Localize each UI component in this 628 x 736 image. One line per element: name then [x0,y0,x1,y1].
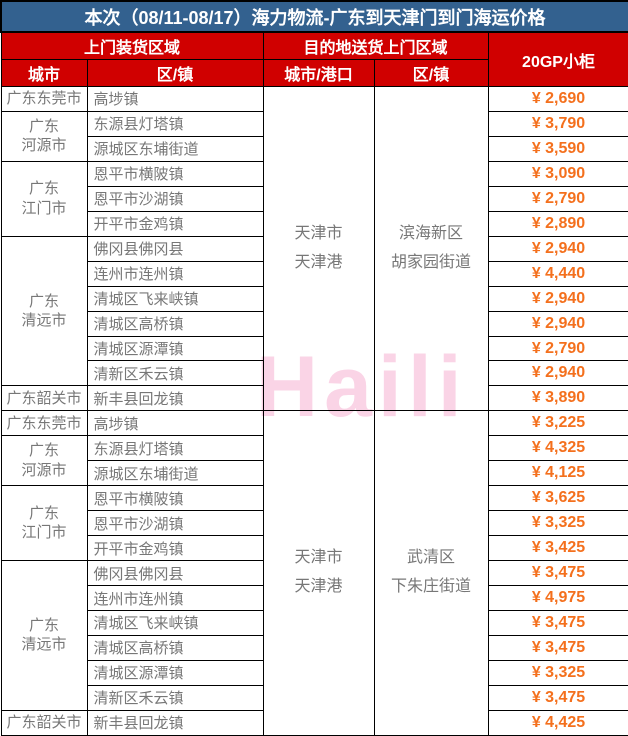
table-row: 广东 河源市 东源县灯塔镇 ¥ 4,325 [0,435,628,487]
pickup-city-cell: 广东 江门市 [0,160,88,237]
price-cell: ¥ 3,590 [487,135,628,162]
table-row: 清城区源潭镇 ¥ 2,790 [1,335,628,362]
price-cell: ¥ 4,975 [487,585,628,612]
pickup-city-cell: 广东韶关市 [0,385,88,412]
pickup-district-cell: 源城区东埔街道 [86,460,264,487]
pickup-district-cell: 清城区飞来峡镇 [86,285,264,312]
pickup-district-cell: 高埗镇 [86,410,264,437]
table-row: 广东东莞市 高埗镇 天津市 天津港 滨海新区 胡家园街道 ¥ 2,690 [0,85,628,412]
table-row: 连州市连州镇 ¥ 4,440 [1,260,628,287]
pickup-city-cell: 广东 河源市 [0,435,88,487]
price-cell: ¥ 3,425 [487,535,628,562]
pickup-city-cell: 广东 清远市 [0,560,88,711]
price-cell: ¥ 4,440 [487,260,628,287]
header-delivery-district: 区/镇 [373,59,489,87]
table-row: 广东韶关市 新丰县回龙镇 ¥ 4,425 [0,709,628,736]
table-row: 广东 河源市 东源县灯塔镇 ¥ 3,790 [0,110,628,162]
pickup-district-cell: 开平市金鸡镇 [86,535,264,562]
pickup-city-cell: 广东 河源市 [0,110,88,162]
price-cell: ¥ 3,475 [487,560,628,587]
price-cell: ¥ 3,790 [487,110,628,137]
pickup-city-cell: 广东东莞市 [0,86,88,112]
table-row: 广东 江门市 恩平市横陂镇 ¥ 3,625 [0,485,628,562]
price-cell: ¥ 4,425 [487,709,628,736]
pickup-city-cell: 广东东莞市 [0,410,88,437]
destination-city-cell: 天津市 天津港 [262,410,375,736]
price-cell: ¥ 3,090 [487,160,628,187]
header-pickup-district: 区/镇 [86,59,264,87]
pickup-district-cell: 高埗镇 [86,86,264,112]
pickup-city-cell: 广东 江门市 [0,485,88,562]
table-row: 清城区源潭镇 ¥ 3,325 [1,659,628,686]
price-cell: ¥ 2,940 [487,310,628,337]
table-row: 源城区东埔街道 ¥ 4,125 [1,460,628,487]
header-pickup-group: 上门装货区域 [0,31,264,60]
price-cell: ¥ 3,325 [487,510,628,537]
price-cell: ¥ 2,690 [487,86,628,112]
table-row: 广东东莞市 高埗镇 天津市 天津港 武清区 下朱庄街道 ¥ 3,225 [0,410,628,736]
price-cell: ¥ 3,475 [487,684,628,711]
price-cell: ¥ 2,940 [487,235,628,262]
pickup-district-cell: 佛冈县佛冈县 [86,235,264,262]
table-row: 广东韶关市 新丰县回龙镇 ¥ 3,890 [0,385,628,412]
price-cell: ¥ 2,940 [487,285,628,312]
table-row: 清城区高桥镇 ¥ 2,940 [1,310,628,337]
price-cell: ¥ 2,940 [487,360,628,387]
header-price-col: 20GP小柜 [487,31,628,87]
price-cell: ¥ 3,475 [487,634,628,661]
table-row: 连州市连州镇 ¥ 4,975 [1,585,628,612]
price-cell: ¥ 3,325 [487,659,628,686]
table-row: 清新区禾云镇 ¥ 2,940 [1,360,628,387]
table-row: 清城区飞来峡镇 ¥ 2,940 [1,285,628,312]
pickup-district-cell: 开平市金鸡镇 [86,210,264,237]
pickup-district-cell: 清新区禾云镇 [86,684,264,711]
pickup-district-cell: 恩平市沙湖镇 [86,185,264,212]
price-cell: ¥ 2,890 [487,210,628,237]
table-row: 开平市金鸡镇 ¥ 2,890 [1,210,628,237]
price-cell: ¥ 2,790 [487,335,628,362]
pickup-city-cell: 广东 清远市 [0,235,88,387]
pickup-district-cell: 连州市连州镇 [86,260,264,287]
table-row: 恩平市沙湖镇 ¥ 2,790 [1,185,628,212]
table-row: 开平市金鸡镇 ¥ 3,425 [1,535,628,562]
price-cell: ¥ 3,890 [487,385,628,412]
header-pickup-city: 城市 [0,59,88,87]
pickup-district-cell: 恩平市横陂镇 [86,485,264,512]
price-cell: ¥ 3,625 [487,485,628,512]
price-cell: ¥ 3,225 [487,410,628,437]
pickup-district-cell: 东源县灯塔镇 [86,110,264,137]
table-row: 广东 清远市 佛冈县佛冈县 ¥ 2,940 [0,235,628,387]
pickup-district-cell: 清城区高桥镇 [86,310,264,337]
destination-district-cell: 滨海新区 胡家园街道 [373,85,489,412]
price-cell: ¥ 2,790 [487,185,628,212]
pickup-district-cell: 源城区东埔街道 [86,135,264,162]
price-cell: ¥ 4,325 [487,435,628,462]
price-cell: ¥ 4,125 [487,460,628,487]
pickup-district-cell: 恩平市横陂镇 [86,160,264,187]
pickup-district-cell: 清城区飞来峡镇 [86,610,264,636]
pickup-district-cell: 恩平市沙湖镇 [86,510,264,537]
pickup-district-cell: 东源县灯塔镇 [86,435,264,462]
header-delivery-group: 目的地送货上门区域 [262,31,489,60]
price-cell: ¥ 3,475 [487,610,628,636]
pickup-district-cell: 清新区禾云镇 [86,360,264,387]
page-title: 本次（08/11-08/17）海力物流-广东到天津门到门海运价格 [0,0,628,33]
table-row: 清城区高桥镇 ¥ 3,475 [1,634,628,661]
header-delivery-city: 城市/港口 [262,59,375,87]
pickup-district-cell: 连州市连州镇 [86,585,264,612]
pickup-district-cell: 清城区源潭镇 [86,659,264,686]
pickup-district-cell: 新丰县回龙镇 [86,385,264,412]
destination-district-cell: 武清区 下朱庄街道 [373,410,489,736]
pickup-district-cell: 清城区源潭镇 [86,335,264,362]
pickup-city-cell: 广东韶关市 [0,709,88,736]
pickup-district-cell: 佛冈县佛冈县 [86,560,264,587]
pickup-district-cell: 新丰县回龙镇 [86,709,264,736]
pickup-district-cell: 清城区高桥镇 [86,634,264,661]
table-row: 广东 江门市 恩平市横陂镇 ¥ 3,090 [0,160,628,237]
destination-city-cell: 天津市 天津港 [262,85,375,412]
